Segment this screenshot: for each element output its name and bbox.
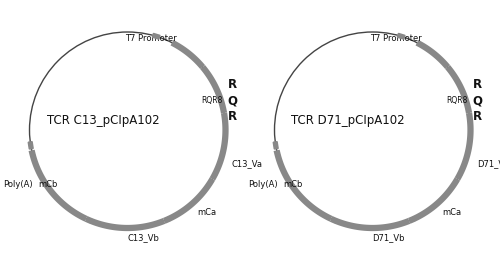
Text: mCa: mCa [197, 208, 216, 217]
Text: T7 Promoter: T7 Promoter [370, 34, 422, 43]
Text: Poly(A): Poly(A) [248, 180, 278, 189]
Text: C13_Vb: C13_Vb [128, 233, 160, 242]
Polygon shape [273, 142, 278, 149]
Text: RQR8: RQR8 [202, 96, 223, 105]
Polygon shape [152, 33, 160, 39]
Polygon shape [28, 142, 33, 149]
Text: R: R [228, 79, 237, 92]
Text: TCR D71_pCIpA102: TCR D71_pCIpA102 [291, 114, 405, 127]
Text: Q: Q [228, 94, 237, 107]
Text: R: R [228, 110, 237, 123]
Text: D71_Va: D71_Va [477, 159, 500, 168]
Text: TCR C13_pCIpA102: TCR C13_pCIpA102 [46, 114, 160, 127]
Text: mCb: mCb [283, 180, 302, 189]
Text: C13_Va: C13_Va [232, 159, 263, 168]
Text: mCa: mCa [442, 208, 461, 217]
Polygon shape [398, 33, 405, 39]
Text: RQR8: RQR8 [446, 96, 468, 105]
Text: D71_Vb: D71_Vb [372, 233, 405, 242]
Text: Q: Q [472, 94, 482, 107]
Text: mCb: mCb [38, 180, 57, 189]
Text: Poly(A): Poly(A) [3, 180, 33, 189]
Text: T7 Promoter: T7 Promoter [126, 34, 177, 43]
Text: R: R [473, 79, 482, 92]
Text: R: R [473, 110, 482, 123]
